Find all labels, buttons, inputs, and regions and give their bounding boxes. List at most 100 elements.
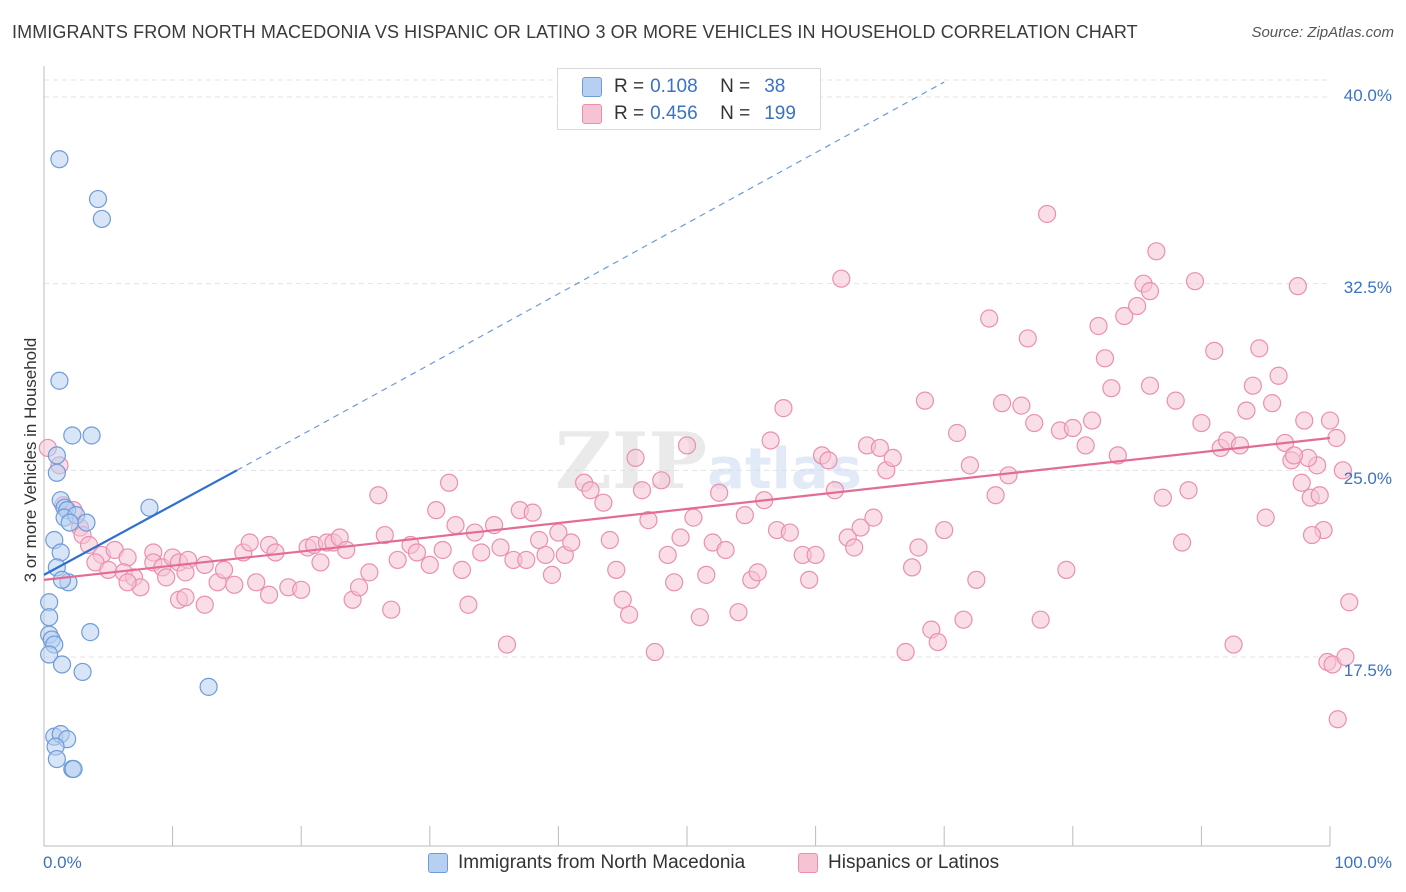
data-point-macedonia xyxy=(140,498,159,517)
data-point-macedonia xyxy=(82,426,101,445)
data-point-hispanics xyxy=(157,568,176,587)
data-point-hispanics xyxy=(954,610,973,629)
data-point-hispanics xyxy=(562,533,581,552)
data-point-hispanics xyxy=(1082,411,1102,430)
data-point-hispanics xyxy=(1076,436,1095,455)
data-point-hispanics xyxy=(658,545,677,565)
data-point-hispanics xyxy=(1063,418,1082,438)
data-point-hispanics xyxy=(980,309,999,328)
data-point-hispanics xyxy=(780,523,799,542)
data-point-hispanics xyxy=(594,493,613,512)
data-point-hispanics xyxy=(517,550,536,570)
data-point-hispanics xyxy=(1037,204,1057,224)
data-point-hispanics xyxy=(1179,481,1198,500)
source-credit: Source: ZipAtlas.com xyxy=(1251,24,1394,41)
data-point-hispanics xyxy=(909,538,928,557)
data-point-macedonia xyxy=(40,608,59,627)
series-legend: Immigrants from North Macedonia Hispanic… xyxy=(0,852,1406,878)
data-point-hispanics xyxy=(225,575,244,594)
data-point-hispanics xyxy=(632,481,652,500)
data-point-hispanics xyxy=(1328,710,1347,729)
y-tick-label-32-5: 32.5% xyxy=(1343,278,1392,297)
x-tick-label-min: 0.0% xyxy=(43,853,82,872)
stats-row-hispanics: R = 0.456 N = 199 xyxy=(582,102,796,126)
data-point-hispanics xyxy=(960,456,980,475)
data-point-hispanics xyxy=(1153,488,1172,507)
data-point-hispanics xyxy=(369,486,388,505)
data-point-macedonia xyxy=(92,209,111,229)
data-point-hispanics xyxy=(349,578,369,597)
data-point-hispanics xyxy=(851,518,870,537)
data-point-hispanics xyxy=(1127,296,1147,316)
data-point-hispanics xyxy=(472,543,491,562)
data-point-macedonia xyxy=(64,759,83,779)
data-point-hispanics xyxy=(992,394,1012,413)
data-point-hispanics xyxy=(671,528,690,547)
y-tick-label-40: 40.0% xyxy=(1343,86,1392,105)
data-point-hispanics xyxy=(1102,379,1121,398)
data-point-hispanics xyxy=(581,481,600,500)
trend-lines xyxy=(43,81,1331,581)
data-point-hispanics xyxy=(626,448,645,467)
data-point-hispanics xyxy=(1173,533,1192,552)
y-tick-label-17-5: 17.5% xyxy=(1343,661,1392,680)
trend-line-macedonia xyxy=(43,469,238,576)
data-point-hispanics xyxy=(1284,446,1304,465)
data-point-hispanics xyxy=(697,565,716,584)
data-point-hispanics xyxy=(729,603,748,622)
data-point-hispanics xyxy=(1263,394,1282,413)
data-point-hispanics xyxy=(195,555,214,575)
data-point-macedonia xyxy=(40,645,59,664)
y-axis-label: 3 or more Vehicles in Household xyxy=(21,337,40,583)
data-point-hispanics xyxy=(542,565,562,584)
data-point-hispanics xyxy=(710,483,729,502)
data-point-hispanics xyxy=(652,471,671,490)
data-point-hispanics xyxy=(1333,461,1352,480)
data-point-macedonia xyxy=(73,662,92,682)
stats-row-macedonia: R = 0.108 N = 38 xyxy=(582,75,785,99)
data-point-macedonia xyxy=(47,749,66,769)
legend-item-hispanics[interactable]: Hispanics or Latinos xyxy=(798,852,999,874)
data-point-hispanics xyxy=(1166,391,1185,410)
data-point-hispanics xyxy=(1018,329,1037,348)
data-point-hispanics xyxy=(118,573,137,592)
data-point-hispanics xyxy=(1340,593,1359,612)
data-point-macedonia xyxy=(52,570,72,589)
data-point-hispanics xyxy=(259,585,279,604)
data-point-hispanics xyxy=(806,545,825,565)
data-point-hispanics xyxy=(620,605,639,624)
data-point-hispanics xyxy=(928,632,947,652)
data-point-macedonia xyxy=(51,543,70,562)
data-point-hispanics xyxy=(864,508,883,527)
data-point-hispanics xyxy=(420,555,439,575)
data-point-hispanics xyxy=(915,391,935,410)
n-label: N = xyxy=(720,76,751,97)
n-label: N = xyxy=(720,103,751,124)
data-point-hispanics xyxy=(382,600,401,619)
data-point-hispanics xyxy=(1095,349,1115,368)
data-point-hispanics xyxy=(639,511,658,530)
data-point-hispanics xyxy=(1205,341,1224,360)
data-point-macedonia xyxy=(88,189,108,209)
data-point-macedonia xyxy=(60,513,79,532)
gridlines xyxy=(44,79,1330,658)
data-point-hispanics xyxy=(607,560,626,579)
data-point-hispanics xyxy=(1057,560,1076,579)
data-point-hispanics xyxy=(947,423,967,443)
data-point-macedonia xyxy=(63,426,82,445)
data-point-hispanics xyxy=(1192,413,1211,433)
data-point-hispanics xyxy=(292,580,311,599)
blue-swatch xyxy=(582,77,602,97)
data-point-hispanics xyxy=(536,545,555,565)
data-point-hispanics xyxy=(247,573,266,592)
data-point-hispanics xyxy=(600,530,619,550)
data-point-hispanics xyxy=(1302,525,1322,545)
data-point-hispanics xyxy=(645,642,664,662)
data-point-hispanics xyxy=(819,451,838,470)
data-point-hispanics xyxy=(1230,436,1250,455)
data-point-hispanics xyxy=(986,486,1005,505)
data-point-hispanics xyxy=(427,501,446,520)
legend-item-macedonia[interactable]: Immigrants from North Macedonia xyxy=(428,852,745,874)
blue-swatch xyxy=(428,853,448,873)
y-tick-label-25: 25.0% xyxy=(1343,469,1392,488)
